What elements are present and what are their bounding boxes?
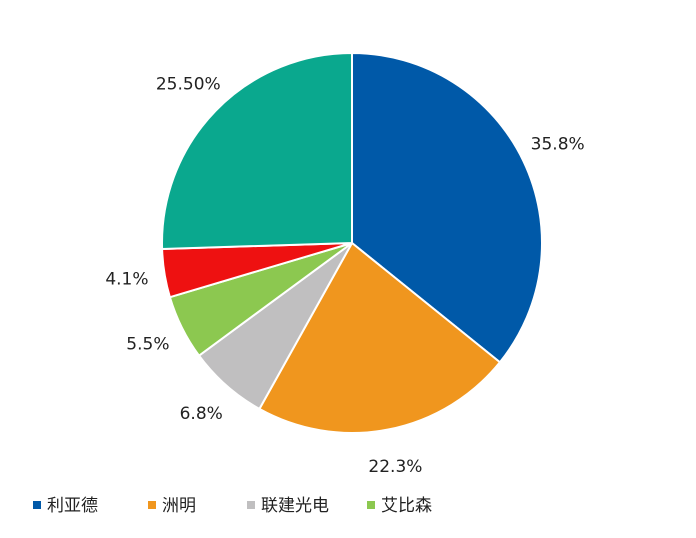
pie-slice bbox=[351, 51, 543, 364]
data-label: 5.5% bbox=[126, 335, 169, 355]
data-label: 6.8% bbox=[180, 404, 223, 424]
pie-slice bbox=[161, 51, 353, 250]
legend-label: 利亚德 bbox=[47, 496, 98, 516]
legend-swatch bbox=[367, 501, 375, 509]
pie-slice bbox=[258, 241, 502, 434]
data-label: 4.1% bbox=[105, 269, 148, 289]
legend-swatch bbox=[148, 501, 156, 509]
legend-label: 艾比森 bbox=[381, 496, 432, 516]
data-label: 22.3% bbox=[368, 457, 422, 477]
data-label: 25.50% bbox=[156, 74, 221, 94]
legend-swatch bbox=[247, 501, 255, 509]
legend-swatch bbox=[33, 501, 41, 509]
legend-label: 联建光电 bbox=[261, 496, 329, 516]
legend-label: 洲明 bbox=[162, 496, 196, 516]
data-label: 35.8% bbox=[531, 135, 585, 155]
